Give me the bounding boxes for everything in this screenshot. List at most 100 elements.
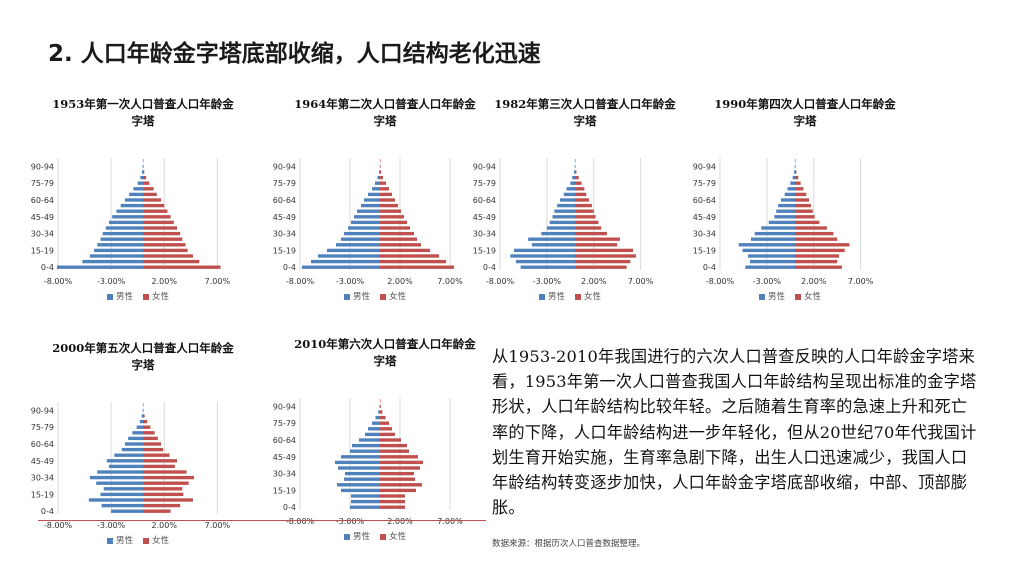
legend-swatch — [575, 293, 581, 300]
female-bar — [143, 159, 144, 163]
x-tick-label: 7.00% — [437, 517, 463, 526]
legend-item-female: 女性 — [143, 292, 169, 302]
male-bar — [140, 175, 143, 180]
female-bar — [795, 259, 838, 264]
female-bar — [143, 475, 194, 480]
male-bar — [88, 498, 143, 502]
female-bar — [795, 192, 807, 197]
female-bar — [380, 404, 381, 409]
y-tick-label: 60-64 — [31, 196, 54, 205]
y-tick-label: 15-19 — [273, 246, 296, 255]
female-bar — [795, 254, 840, 258]
y-tick-label: 0-4 — [41, 507, 54, 516]
male-bar — [111, 509, 143, 513]
female-bar — [795, 231, 834, 236]
x-tick-label: 2.00% — [152, 521, 178, 530]
legend-item-male: 男性 — [758, 292, 785, 302]
male-bar — [379, 164, 381, 169]
legend-item-male: 男性 — [106, 536, 133, 546]
male-bar — [141, 414, 143, 418]
y-tick-label: 45-49 — [31, 213, 54, 222]
y-tick-label: 90-94 — [693, 162, 716, 171]
legend-swatch — [343, 293, 350, 300]
female-bar — [795, 237, 838, 241]
female-bar — [143, 175, 147, 180]
female-bar — [143, 248, 188, 253]
female-bar — [575, 203, 592, 208]
female-bar — [575, 215, 596, 219]
female-bar — [143, 237, 183, 241]
pyramid-plot: 0-4 15-19 30-34 45-49 60-64 75-79 90-94 -8.00% -… — [273, 158, 463, 286]
male-bar — [128, 436, 143, 441]
male-bar — [318, 254, 380, 258]
female-bar — [795, 198, 810, 202]
female-bar — [575, 181, 582, 185]
chart-legend: 男性 女性 — [270, 530, 480, 542]
male-bar — [784, 192, 795, 197]
male-bar — [520, 265, 575, 269]
male-bar — [768, 220, 795, 225]
female-bar — [380, 415, 386, 420]
male-bar — [368, 427, 380, 431]
female-bar — [380, 259, 446, 264]
male-bar — [341, 455, 380, 459]
x-tick-label: 2.00% — [387, 277, 413, 286]
male-bar — [528, 237, 575, 241]
x-tick-label: 7.00% — [848, 277, 874, 286]
female-bar — [575, 170, 577, 174]
female-bar — [143, 215, 171, 219]
male-bar — [105, 226, 143, 230]
legend-label: 男性 — [352, 292, 370, 302]
legend-swatch — [143, 293, 149, 300]
legend-label: 男性 — [547, 292, 565, 302]
x-tick-label: -3.00% — [97, 521, 126, 530]
male-bar — [94, 248, 143, 253]
female-bar — [380, 449, 409, 453]
female-bar — [143, 408, 144, 413]
legend-label: 男性 — [115, 536, 133, 546]
female-bar — [143, 198, 162, 202]
female-bar — [795, 209, 813, 213]
male-bar — [514, 248, 575, 253]
female-bar — [380, 505, 405, 509]
chart-legend: 男性 女性 — [690, 290, 890, 302]
female-bar — [143, 509, 171, 513]
male-bar — [311, 259, 380, 264]
female-bar — [380, 477, 415, 481]
female-bar — [380, 231, 414, 236]
chart-legend: 男性 女性 — [470, 290, 670, 302]
legend-item-male: 男性 — [343, 292, 370, 302]
legend-item-female: 女性 — [795, 292, 821, 302]
male-bar — [364, 198, 380, 202]
y-tick-label: 45-49 — [31, 457, 54, 466]
female-bar — [143, 436, 158, 441]
female-bar — [143, 259, 200, 264]
female-bar — [380, 427, 392, 431]
female-bar — [143, 442, 162, 446]
male-bar — [780, 198, 795, 202]
male-bar — [350, 505, 380, 509]
legend-label: 男性 — [767, 292, 785, 302]
female-bar — [380, 209, 401, 213]
female-bar — [795, 243, 850, 247]
male-bar — [100, 492, 143, 497]
female-bar — [575, 159, 576, 163]
male-bar — [344, 231, 380, 236]
male-bar — [776, 209, 795, 213]
chart-title: 1953年第一次人口普查人口年龄金字塔 — [52, 97, 234, 128]
legend-label: 女性 — [389, 532, 407, 542]
male-bar — [792, 175, 795, 180]
female-bar — [380, 237, 417, 241]
female-bar — [143, 481, 189, 485]
female-bar — [575, 198, 590, 202]
y-tick-label: 15-19 — [31, 246, 54, 255]
male-bar — [379, 170, 380, 174]
male-bar — [531, 243, 575, 247]
female-bar — [795, 215, 815, 219]
y-tick-label: 30-34 — [273, 230, 296, 239]
y-tick-label: 90-94 — [473, 162, 496, 171]
y-tick-label: 15-19 — [693, 246, 716, 255]
male-bar — [361, 203, 380, 208]
x-tick-label: 2.00% — [152, 277, 178, 286]
female-bar — [143, 209, 168, 213]
